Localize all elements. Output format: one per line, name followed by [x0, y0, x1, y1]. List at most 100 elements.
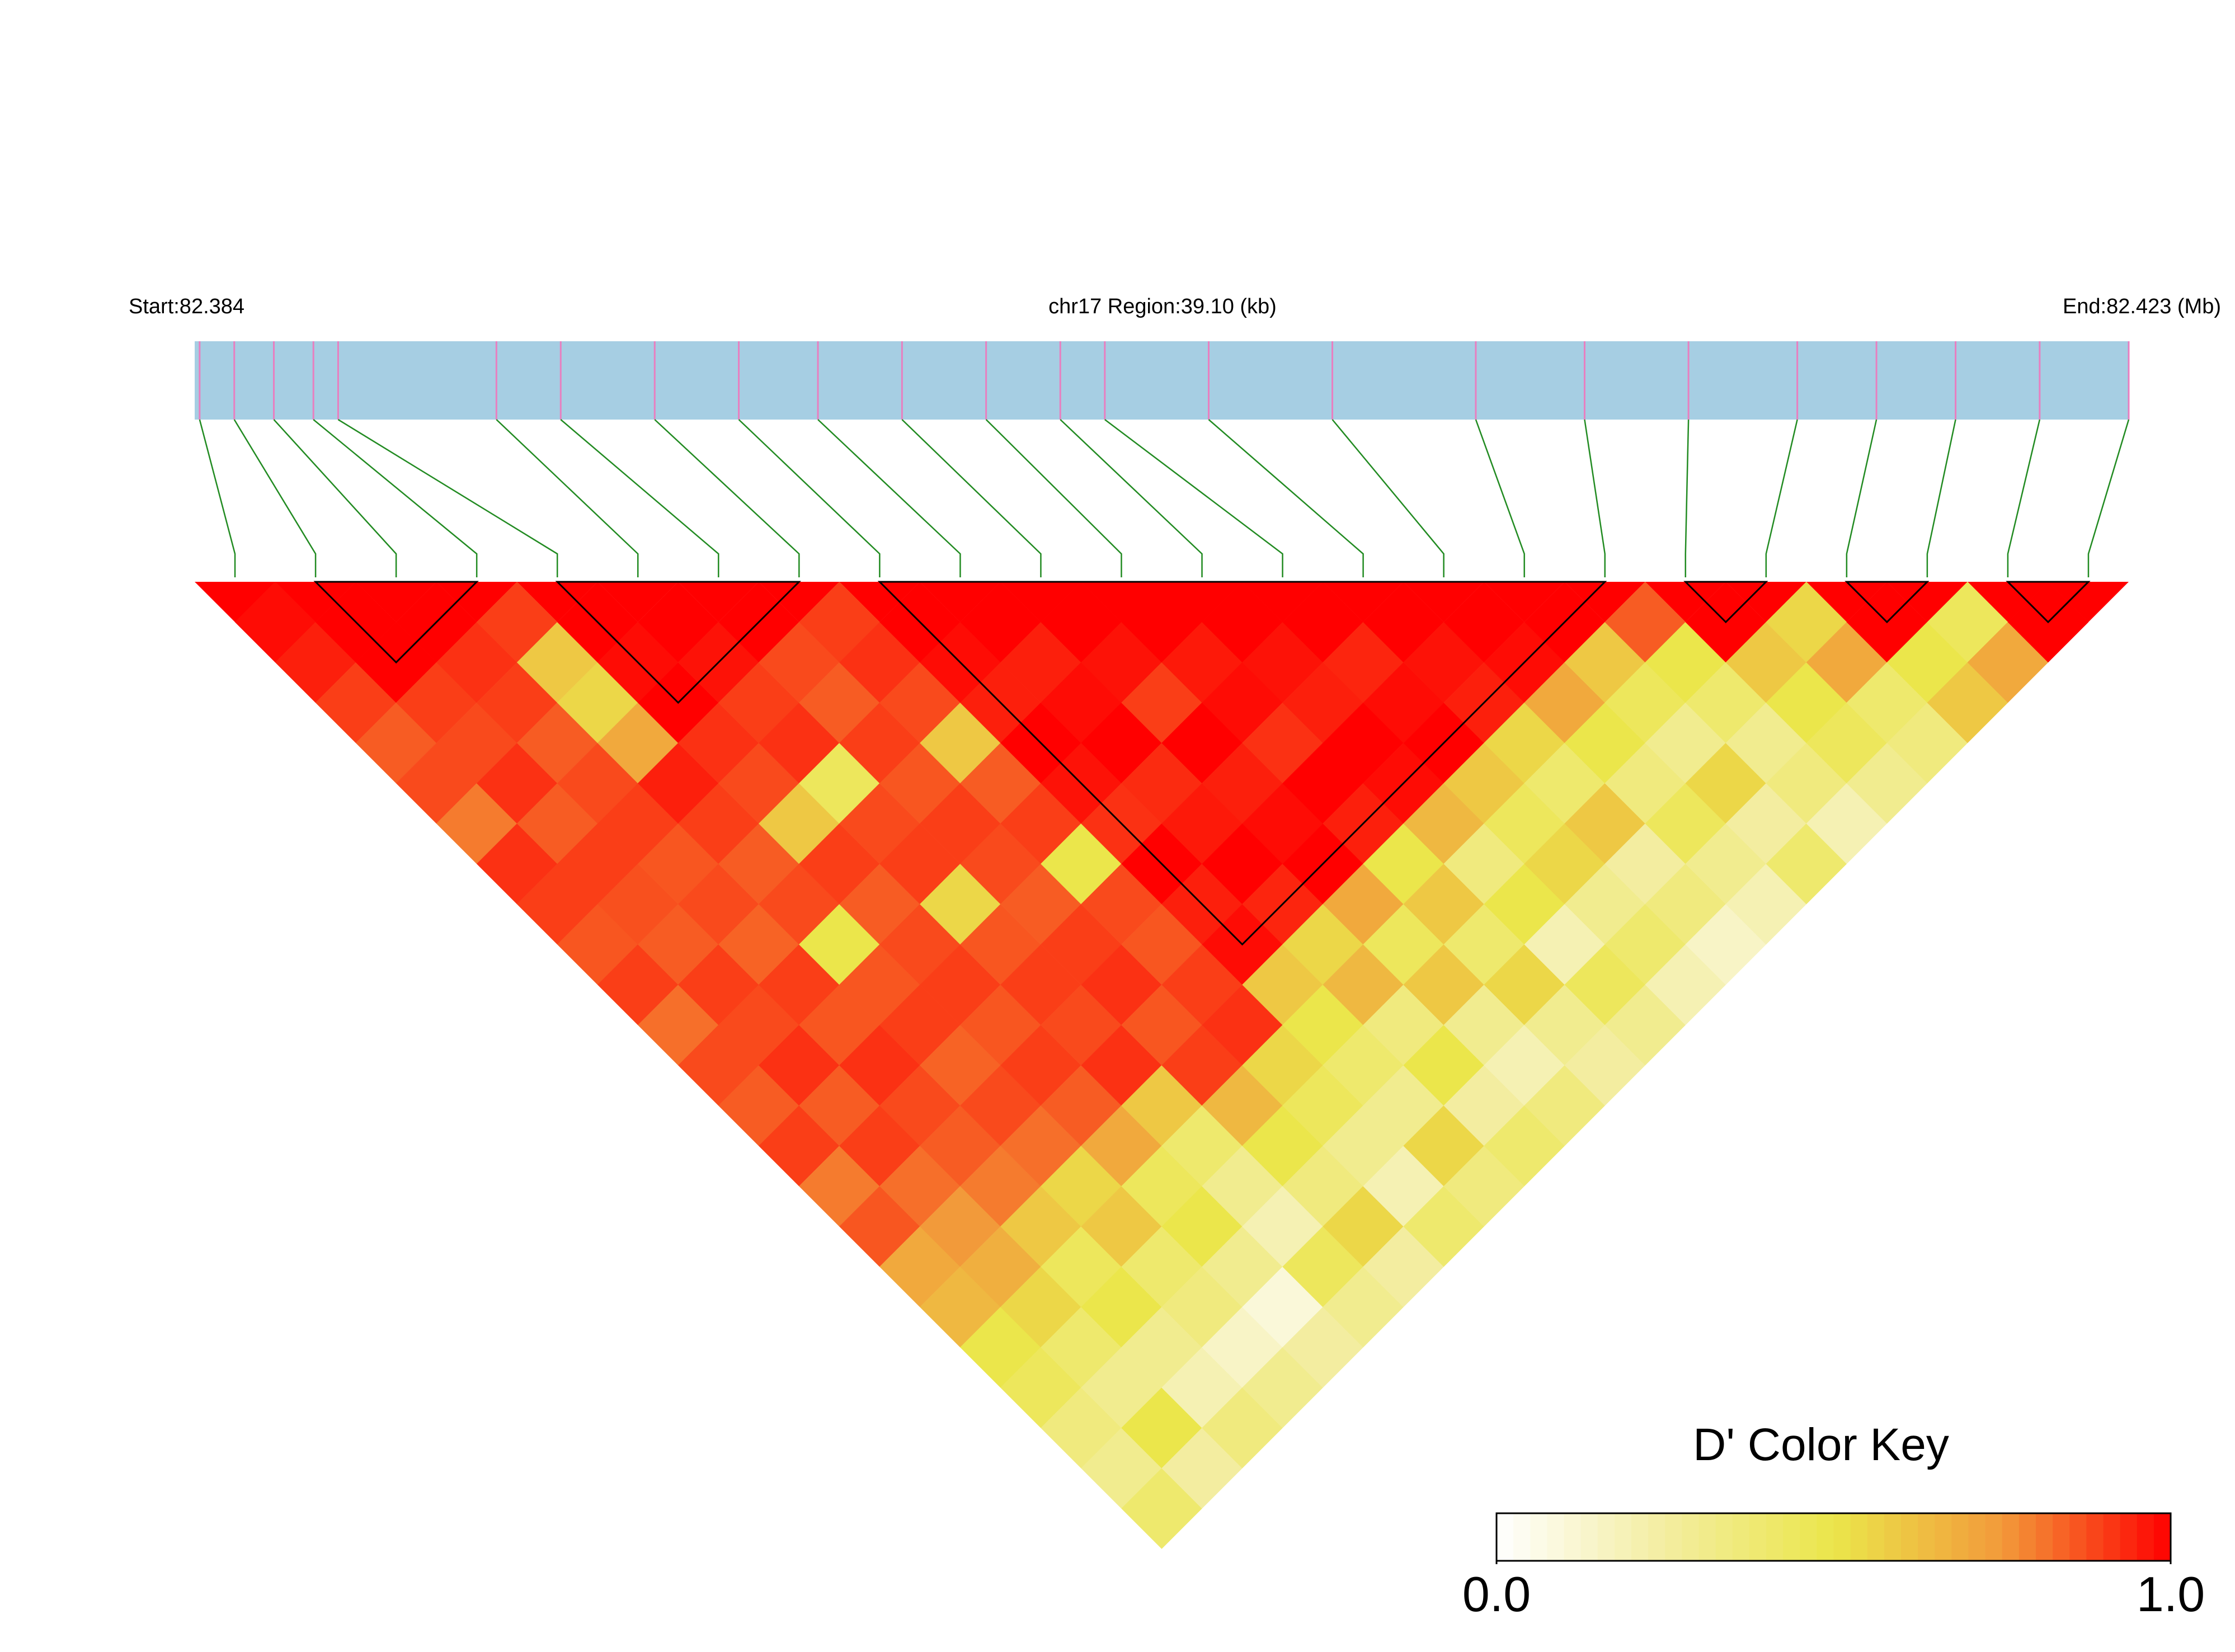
color-key-swatch — [1833, 1513, 1851, 1561]
color-key-swatch — [1580, 1513, 1598, 1561]
snp-link — [496, 419, 639, 577]
diagonal-cap — [1886, 582, 1968, 623]
snp-link — [1765, 419, 1798, 577]
snp-link — [1926, 419, 1956, 577]
diagonal-cap — [678, 582, 759, 623]
snp-link — [1584, 419, 1606, 577]
color-key-swatch — [1935, 1513, 1952, 1561]
color-key-swatch — [2036, 1513, 2053, 1561]
snp-link — [1331, 419, 1444, 577]
start-label: Start:82.384 — [129, 295, 244, 318]
color-key-swatch — [1530, 1513, 1547, 1561]
color-key-swatch — [1867, 1513, 1885, 1561]
snp-link — [1208, 419, 1364, 577]
color-key-swatch — [1783, 1513, 1800, 1561]
snp-link — [1060, 419, 1203, 577]
diagonal-cap — [436, 582, 517, 623]
diagonal-cap — [2048, 582, 2129, 623]
diagonal-cap — [1645, 582, 1726, 623]
diagonal-cap — [1000, 582, 1081, 623]
snp-link — [1685, 419, 1690, 577]
color-key-swatch — [2120, 1513, 2138, 1561]
snp-link — [1475, 419, 1525, 577]
color-key-swatch — [2153, 1513, 2171, 1561]
block-outline — [877, 581, 1607, 946]
diagonal-cap — [1967, 582, 2048, 623]
diagonal-cap — [839, 582, 920, 623]
block-outline — [2006, 581, 2091, 624]
snp-link — [1846, 419, 1878, 577]
color-key-swatch — [1682, 1513, 1699, 1561]
color-key-swatch — [1631, 1513, 1649, 1561]
diagonal-cap — [1242, 582, 1323, 623]
color-key-label: 0.0 — [1462, 1566, 1531, 1622]
diagonal-cap — [1725, 582, 1806, 623]
snp-link — [901, 419, 1042, 577]
diagonal-cap — [1081, 582, 1162, 623]
color-key-swatch — [1732, 1513, 1750, 1561]
end-label: End:82.423 (Mb) — [2063, 295, 2221, 318]
color-key-swatch — [2018, 1513, 2036, 1561]
color-key-swatch — [2137, 1513, 2154, 1561]
block-outline — [1845, 581, 1930, 624]
block-outline — [313, 581, 479, 664]
color-key-swatch — [1918, 1513, 1935, 1561]
color-key-frame — [1495, 1512, 2172, 1562]
color-key-swatch — [1749, 1513, 1767, 1561]
color-key-swatch — [1497, 1513, 1514, 1561]
color-key-swatch — [1513, 1513, 1531, 1561]
color-key-swatch — [1985, 1513, 2003, 1561]
diagonal-cap — [275, 582, 356, 623]
diagonal-cap — [517, 582, 598, 623]
diagonal-cap — [1806, 582, 1887, 623]
color-key-swatch — [1648, 1513, 1665, 1561]
color-key-swatch — [2069, 1513, 2087, 1561]
snp-link — [654, 419, 800, 577]
color-key-swatch — [1665, 1513, 1682, 1561]
diagonal-cap — [1564, 582, 1645, 623]
diagonal-cap — [1403, 582, 1484, 623]
diagonal-cap — [597, 582, 679, 623]
color-key-swatch — [1564, 1513, 1582, 1561]
diagonal-cap — [920, 582, 1001, 623]
diagonal-cap — [759, 582, 840, 623]
snp-link — [337, 418, 558, 577]
snp-link — [313, 419, 478, 577]
color-key-swatch — [2086, 1513, 2104, 1561]
diagonal-cap — [195, 582, 276, 623]
region-label: chr17 Region:39.10 (kb) — [1048, 295, 1277, 318]
color-key-swatch — [1698, 1513, 1716, 1561]
snp-link — [199, 419, 236, 577]
color-key-swatch — [1951, 1513, 1969, 1561]
color-key-swatch — [1817, 1513, 1834, 1561]
snp-link — [738, 419, 881, 577]
color-key-title: D' Color Key — [1693, 1419, 1949, 1470]
color-key-swatch — [1901, 1513, 1918, 1561]
snp-link — [560, 419, 719, 577]
color-key-swatch — [1968, 1513, 1986, 1561]
snp-link — [273, 419, 397, 577]
block-outline — [1683, 581, 1768, 624]
snp-link — [1104, 419, 1283, 577]
color-key-swatch — [1800, 1513, 1817, 1561]
color-key-swatch — [1547, 1513, 1564, 1561]
color-key-swatch — [1597, 1513, 1615, 1561]
color-key-swatch — [2103, 1513, 2121, 1561]
color-key-swatch — [1766, 1513, 1784, 1561]
color-key-swatch — [2053, 1513, 2070, 1561]
diagonal-cap — [1323, 582, 1404, 623]
snp-link — [985, 419, 1122, 577]
color-key-swatch — [1715, 1513, 1733, 1561]
color-key-swatch — [1614, 1513, 1632, 1561]
diagonal-cap — [1161, 582, 1243, 623]
color-key-label: 1.0 — [2137, 1566, 2205, 1622]
snp-link — [2007, 419, 2041, 577]
color-key-swatch — [1884, 1513, 1902, 1561]
snp-link — [233, 419, 317, 577]
block-outline — [555, 581, 801, 704]
color-key-swatch — [1850, 1513, 1868, 1561]
snp-link — [817, 419, 961, 577]
diagonal-cap — [1484, 582, 1565, 623]
